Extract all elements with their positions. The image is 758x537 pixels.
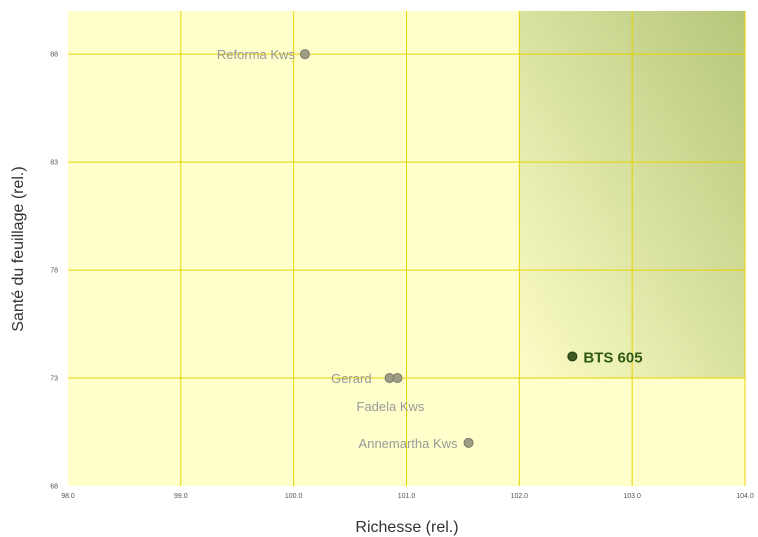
y-tick-labels: 68 73 78 83 88 — [50, 52, 58, 491]
data-point — [392, 373, 403, 384]
x-tick-labels: 98.0 99.0 100.0 101.0 102.0 103.0 104.0 — [61, 493, 754, 500]
y-tick-label: 88 — [50, 52, 58, 59]
y-tick-label: 68 — [50, 484, 58, 491]
y-tick-label: 78 — [50, 268, 58, 275]
x-tick-label: 104.0 — [736, 493, 754, 500]
x-tick-label: 102.0 — [511, 493, 529, 500]
x-tick-label: 99.0 — [174, 493, 188, 500]
y-tick-label: 73 — [50, 376, 58, 383]
data-point — [463, 437, 474, 448]
point-label: Gerard — [331, 371, 371, 386]
y-tick-label: 83 — [50, 160, 58, 167]
data-point — [299, 49, 310, 60]
x-tick-label: 103.0 — [623, 493, 641, 500]
data-points — [299, 49, 578, 448]
point-label: Fadela Kws — [357, 399, 425, 414]
point-label: Reforma Kws — [217, 47, 296, 62]
point-label: BTS 605 — [583, 349, 642, 366]
x-tick-label: 100.0 — [285, 493, 303, 500]
grid-lines — [68, 11, 746, 486]
x-axis-title: Richesse (rel.) — [355, 519, 458, 536]
point-labels: Reforma Kws Gerard Fadela Kws Annemartha Kw… — [217, 47, 643, 451]
data-point — [567, 351, 578, 362]
point-label: Annemartha Kws — [359, 436, 458, 451]
y-axis-title: Santé du feuillage (rel.) — [10, 166, 27, 331]
x-tick-label: 98.0 — [61, 493, 75, 500]
x-tick-label: 101.0 — [398, 493, 416, 500]
